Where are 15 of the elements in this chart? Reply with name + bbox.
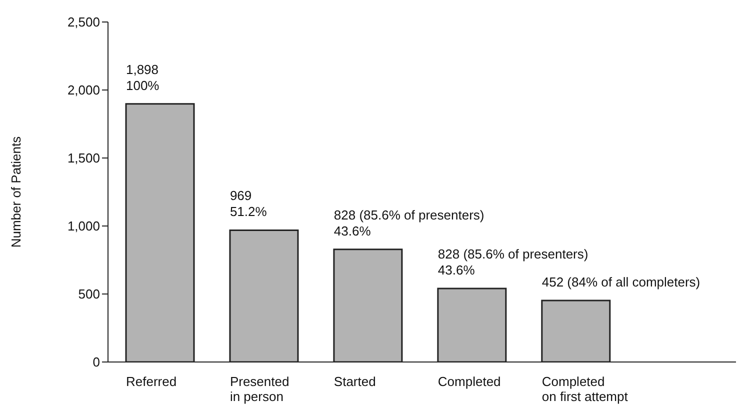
y-tick-label: 0 [92, 354, 100, 370]
y-tick-label: 1,000 [67, 218, 100, 234]
x-tick-label: Started [334, 374, 376, 389]
y-axis-title: Number of Patients [8, 136, 24, 248]
x-tick-label: Completed on first attempt [542, 374, 628, 404]
x-tick-label: Completed [438, 374, 501, 389]
x-tick-label: Presented in person [230, 374, 290, 404]
y-tick-label: 2,000 [67, 82, 100, 98]
annotation: 969 51.2% [230, 188, 268, 220]
y-tick-label: 500 [78, 286, 100, 302]
x-tick-label: Referred [126, 374, 177, 389]
y-tick-label: 1,500 [67, 150, 100, 166]
annotation: 1,898 100% [126, 62, 160, 93]
annotation: 828 (85.6% of presenters) 43.6% [334, 207, 484, 238]
y-tick-label: 2,500 [67, 14, 100, 30]
